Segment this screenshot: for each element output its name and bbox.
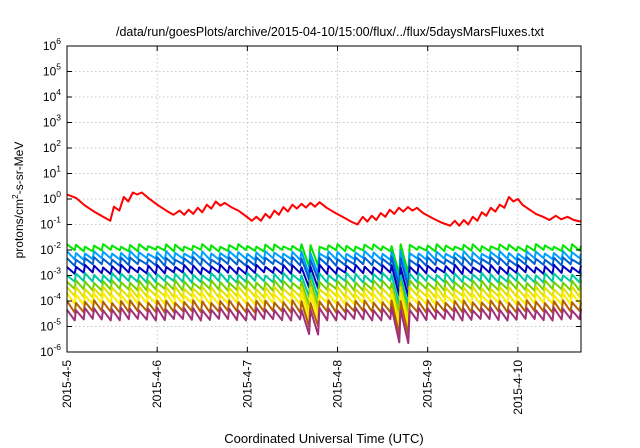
y-tick-exponent: -5 xyxy=(53,317,61,327)
x-axis-label: Coordinated Universal Time (UTC) xyxy=(224,431,423,446)
series-line-9 xyxy=(66,291,582,329)
y-tick-exponent: 1 xyxy=(56,164,61,174)
y-tick-label: 102 xyxy=(43,138,61,155)
y-tick-exponent: -2 xyxy=(53,240,61,250)
y-tick-label: 10-3 xyxy=(40,266,61,283)
y-tick-exponent: 6 xyxy=(56,36,61,46)
y-tick-exponent: -3 xyxy=(53,266,61,276)
x-tick-label: 2015-4-6 xyxy=(150,360,164,408)
y-axis-ticks: 10-610-510-410-310-210-11001011021031041… xyxy=(40,36,581,359)
y-tick-label: 101 xyxy=(43,164,61,181)
y-tick-base: 10 xyxy=(40,294,54,308)
y-tick-base: 10 xyxy=(40,320,54,334)
y-tick-label: 104 xyxy=(43,87,61,104)
y-tick-exponent: 2 xyxy=(56,138,61,148)
y-tick-exponent: 5 xyxy=(56,62,61,72)
y-tick-label: 10-4 xyxy=(40,291,61,308)
y-tick-base: 10 xyxy=(43,65,57,79)
y-tick-base: 10 xyxy=(40,345,54,359)
series-line-5 xyxy=(66,263,582,298)
y-tick-exponent: -4 xyxy=(53,291,61,301)
y-tick-exponent: -6 xyxy=(53,342,61,352)
series-layer xyxy=(66,191,582,345)
y-tick-base: 10 xyxy=(43,167,57,181)
y-tick-label: 10-1 xyxy=(40,215,61,232)
x-tick-label: 2015-4-5 xyxy=(60,360,74,408)
y-tick-base: 10 xyxy=(43,90,57,104)
x-tick-label: 2015-4-8 xyxy=(331,360,345,408)
series-line-11 xyxy=(66,306,582,345)
series-line-1 xyxy=(66,191,582,227)
y-tick-base: 10 xyxy=(43,141,57,155)
y-tick-exponent: 3 xyxy=(56,113,61,123)
y-tick-label: 105 xyxy=(43,62,61,79)
y-tick-base: 10 xyxy=(43,192,57,206)
series-line-6 xyxy=(66,271,582,308)
y-tick-label: 103 xyxy=(43,113,61,130)
y-tick-exponent: 0 xyxy=(56,189,61,199)
y-tick-label: 100 xyxy=(43,189,61,206)
y-tick-base: 10 xyxy=(40,269,54,283)
y-tick-label: 10-6 xyxy=(40,342,61,359)
x-tick-label: 2015-4-9 xyxy=(421,360,435,408)
x-axis-ticks: 2015-4-5 2015-4-6 2015-4-7 2015-4-8 2015-4-9… xyxy=(60,46,525,415)
y-tick-label: 106 xyxy=(43,36,61,53)
x-tick-label: 2015-4-10 xyxy=(511,360,525,415)
y-axis-label: protons/cm2-s-sr-MeV xyxy=(10,142,26,259)
series-line-4 xyxy=(66,256,582,289)
series-line-2 xyxy=(66,243,582,276)
chart-title: /data/run/goesPlots/archive/2015-04-10/1… xyxy=(116,25,545,39)
x-tick-label: 2015-4-7 xyxy=(240,360,254,408)
y-tick-exponent: 4 xyxy=(56,87,61,97)
y-tick-base: 10 xyxy=(43,39,57,53)
y-tick-label: 10-5 xyxy=(40,317,61,334)
y-tick-base: 10 xyxy=(40,243,54,257)
series-line-3 xyxy=(66,250,582,284)
y-tick-base: 10 xyxy=(40,218,54,232)
y-tick-exponent: -1 xyxy=(53,215,61,225)
y-tick-base: 10 xyxy=(43,116,57,130)
y-tick-label: 10-2 xyxy=(40,240,61,257)
